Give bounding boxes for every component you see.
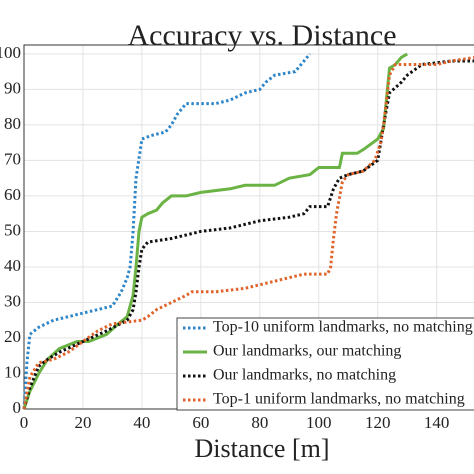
x-tick-label: 100 — [306, 413, 332, 432]
y-tick-label: 10 — [4, 362, 21, 381]
legend-label: Top-10 uniform landmarks, no matching — [213, 319, 473, 336]
y-tick-label: 0 — [13, 398, 22, 417]
x-tick-label: 120 — [365, 413, 391, 432]
y-tick-label: 70 — [4, 149, 21, 168]
legend-label: Our landmarks, our matching — [213, 343, 401, 360]
y-tick-label: 60 — [4, 185, 21, 204]
y-tick-label: 20 — [4, 327, 21, 346]
y-tick-label: 30 — [4, 291, 21, 310]
series-line — [22, 56, 474, 410]
x-axis-label: Distance [m] — [194, 434, 329, 463]
y-tick-label: 80 — [4, 114, 21, 133]
y-tick-label: 100 — [0, 43, 21, 62]
x-tick-label: 40 — [133, 413, 150, 432]
series-line — [22, 59, 474, 410]
y-tick-label: 90 — [4, 78, 21, 97]
legend-label: Top-1 uniform landmarks, no matching — [213, 391, 465, 408]
x-tick-label: 0 — [20, 413, 29, 432]
legend-box — [176, 317, 474, 411]
y-tick-label: 40 — [4, 256, 21, 275]
chart-title: Accuracy vs. Distance — [127, 19, 396, 52]
y-tick-label: 50 — [4, 220, 21, 239]
x-tick-label: 140 — [424, 413, 450, 432]
x-tick-label: 60 — [192, 413, 209, 432]
legend: Top-10 uniform landmarks, no matching Our… — [176, 317, 474, 411]
x-tick-label: 80 — [251, 413, 268, 432]
series-line — [22, 52, 408, 410]
x-tick-label: 20 — [74, 413, 91, 432]
legend-label: Our landmarks, no matching — [213, 367, 396, 384]
